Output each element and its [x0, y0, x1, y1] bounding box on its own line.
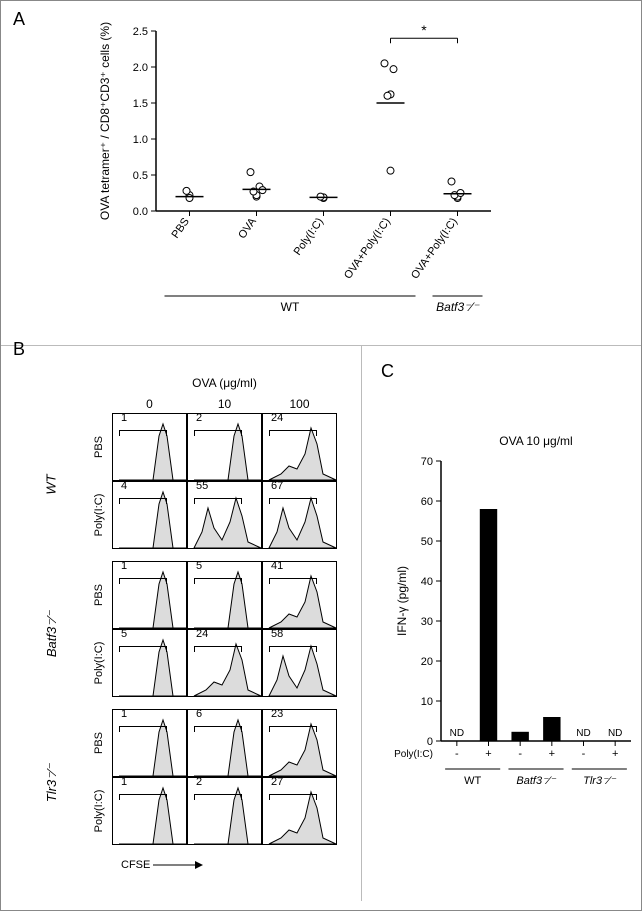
svg-text:0.0: 0.0 [133, 206, 148, 218]
histo-row: PBS1541 [86, 561, 337, 629]
svg-text:0: 0 [427, 736, 433, 748]
svg-text:1.5: 1.5 [133, 98, 148, 110]
svg-text:Tlr3⁻⁄⁻: Tlr3⁻⁄⁻ [583, 775, 617, 787]
svg-text:PBS: PBS [169, 216, 191, 241]
svg-text:1.0: 1.0 [133, 134, 148, 146]
svg-text:20: 20 [421, 656, 433, 668]
col-head-1: 10 [187, 397, 262, 411]
svg-text:IFN-γ (pg/ml): IFN-γ (pg/ml) [395, 566, 409, 636]
panel-c: C OVA 10 μg/ml 0 10 20 30 40 50 60 70 IFN-γ (pg/m… [361, 331, 642, 901]
row-label: Poly(I:C) [86, 629, 112, 697]
histo-cell: 1 [112, 561, 187, 629]
histo-cell: 5 [112, 629, 187, 697]
svg-text:60: 60 [421, 496, 433, 508]
svg-text:10: 10 [421, 696, 433, 708]
histo-row: PBS1623 [86, 709, 337, 777]
svg-text:2.0: 2.0 [133, 62, 148, 74]
svg-text:ND: ND [576, 728, 590, 739]
svg-text:50: 50 [421, 536, 433, 548]
svg-text:OVA: OVA [236, 215, 259, 241]
svg-text:+: + [612, 748, 618, 760]
chart-a: 0.0 0.5 1.0 1.5 2.0 2.5 OVA tetramer⁺ / CD8⁺CD… [91, 21, 501, 331]
histo-cell: 1 [112, 413, 187, 481]
histo-cell: 27 [262, 777, 337, 845]
cfse-text: CFSE [121, 859, 150, 871]
group-label-batf3: Batf3⁻⁄⁻ [44, 611, 60, 657]
histo-cell: 41 [262, 561, 337, 629]
svg-text:*: * [421, 22, 427, 38]
histo-cell: 1 [112, 709, 187, 777]
svg-text:OVA tetramer⁺ / CD8⁺CD3⁺ cells: OVA tetramer⁺ / CD8⁺CD3⁺ cells (%) [98, 22, 112, 220]
svg-text:Poly(I:C): Poly(I:C) [292, 216, 326, 258]
histo-cell: 2 [187, 777, 262, 845]
histogram-grid: OVA (μg/ml) 010100 PBS1224Poly(I:C)45567… [86, 376, 337, 845]
row-label: Poly(I:C) [86, 481, 112, 549]
svg-text:0.5: 0.5 [133, 170, 148, 182]
panel-b: B OVA (μg/ml) 010100 PBS1224Poly(I:C)455… [1, 331, 361, 901]
col-headers: 010100 [112, 395, 337, 413]
histo-cell: 55 [187, 481, 262, 549]
histo-row: PBS1224 [86, 413, 337, 481]
svg-text:70: 70 [421, 456, 433, 468]
svg-text:Poly(I:C): Poly(I:C) [394, 749, 433, 760]
histo-cell: 67 [262, 481, 337, 549]
svg-text:-: - [518, 748, 522, 760]
cfse-label: CFSE [121, 859, 203, 871]
svg-text:-: - [582, 748, 586, 760]
svg-text:OVA 10 μg/ml: OVA 10 μg/ml [499, 434, 572, 448]
svg-text:+: + [549, 748, 555, 760]
histo-cell: 2 [187, 413, 262, 481]
row-label: PBS [86, 413, 112, 481]
histo-cell: 58 [262, 629, 337, 697]
histo-cell: 6 [187, 709, 262, 777]
histo-cell: 24 [262, 413, 337, 481]
panel-a: A 0.0 0.5 1.0 1.5 2.0 2.5 OVA tetramer⁺ / CD8⁺… [1, 1, 642, 331]
row-label: Poly(I:C) [86, 777, 112, 845]
panel-c-label: C [381, 361, 394, 382]
histo-cell: 5 [187, 561, 262, 629]
svg-text:OVA+Poly(I:C): OVA+Poly(I:C) [342, 216, 393, 282]
svg-text:2.5: 2.5 [133, 26, 148, 38]
svg-text:-: - [455, 748, 459, 760]
row-label: PBS [86, 561, 112, 629]
panel-a-label: A [13, 9, 25, 30]
row-label: PBS [86, 709, 112, 777]
ova-header: OVA (μg/ml) [112, 376, 337, 390]
histo-cell: 23 [262, 709, 337, 777]
group-label-tlr3: Tlr3⁻⁄⁻ [44, 764, 60, 802]
histo-row: Poly(I:C)45567 [86, 481, 337, 549]
group-label-wt: WT [44, 474, 59, 494]
histo-cell: 24 [187, 629, 262, 697]
svg-text:ND: ND [450, 728, 464, 739]
histo-row: Poly(I:C)52458 [86, 629, 337, 697]
col-head-2: 100 [262, 397, 337, 411]
histo-cell: 1 [112, 777, 187, 845]
svg-text:Batf3⁻⁄⁻: Batf3⁻⁄⁻ [436, 300, 480, 314]
svg-text:Batf3⁻⁄⁻: Batf3⁻⁄⁻ [516, 775, 556, 787]
svg-text:ND: ND [608, 728, 622, 739]
col-head-0: 0 [112, 397, 187, 411]
svg-text:40: 40 [421, 576, 433, 588]
svg-text:WT: WT [464, 775, 481, 787]
chart-c: OVA 10 μg/ml 0 10 20 30 40 50 60 70 IFN-γ (pg/ml)… [391, 431, 641, 831]
histo-row: Poly(I:C)1227 [86, 777, 337, 845]
histo-cell: 4 [112, 481, 187, 549]
svg-text:OVA+Poly(I:C): OVA+Poly(I:C) [409, 216, 460, 282]
svg-text:+: + [485, 748, 491, 760]
svg-text:30: 30 [421, 616, 433, 628]
svg-text:WT: WT [281, 300, 300, 314]
panel-b-label: B [13, 339, 25, 360]
